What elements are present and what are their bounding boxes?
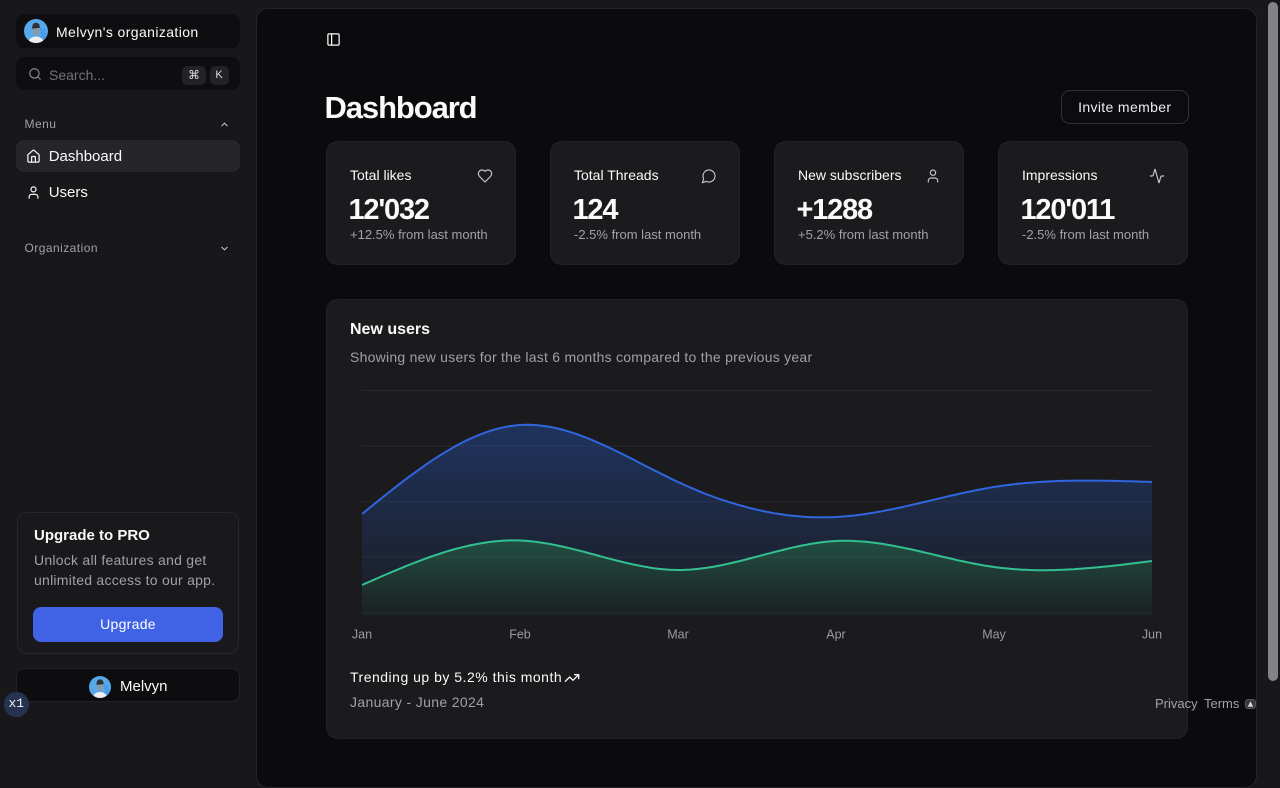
svg-text:Jun: Jun <box>1142 628 1162 642</box>
svg-text:Apr: Apr <box>826 628 845 642</box>
svg-text:Feb: Feb <box>509 628 531 642</box>
svg-text:Jan: Jan <box>352 628 372 642</box>
svg-text:Mar: Mar <box>667 628 689 642</box>
svg-text:May: May <box>982 628 1006 642</box>
